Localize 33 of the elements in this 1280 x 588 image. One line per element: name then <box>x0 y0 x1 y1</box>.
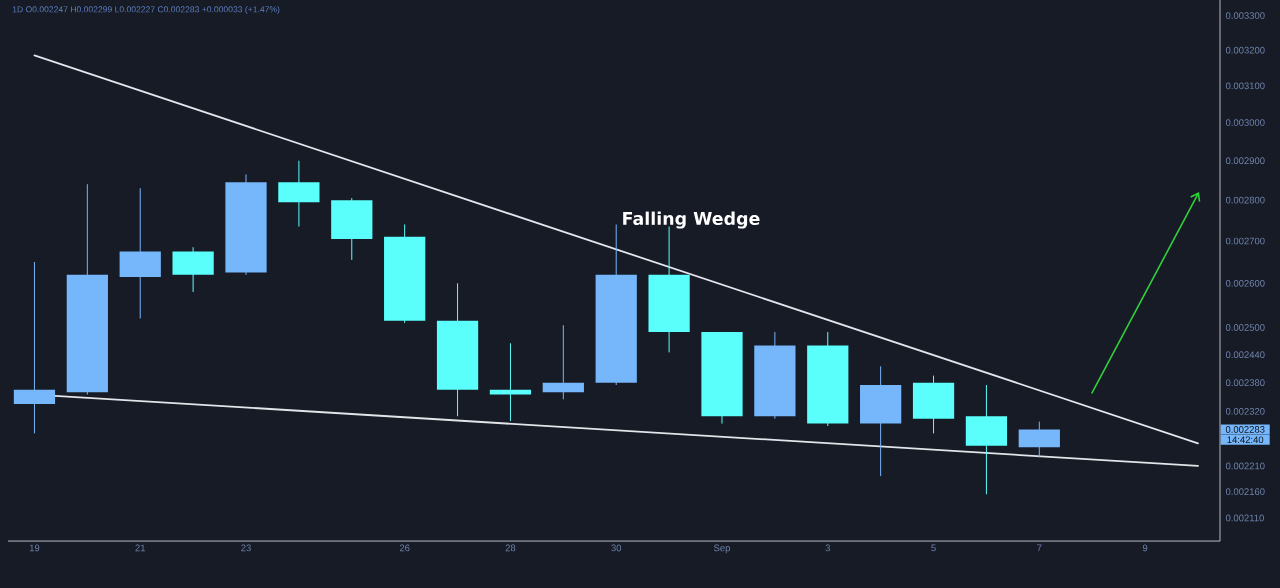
y-tick-label: 0.002700 <box>1225 237 1265 245</box>
y-tick-label: 0.002500 <box>1225 324 1265 331</box>
x-tick-label: 28 <box>505 544 516 552</box>
candlestick <box>13 261 56 434</box>
x-tick-label: 5 <box>931 544 936 552</box>
text: 0.002283 <box>1225 426 1265 433</box>
x-tick-label: 9 <box>1142 544 1148 552</box>
x-tick-label: 21 <box>135 544 146 552</box>
x-tick-label: 3 <box>825 544 830 552</box>
x-tick-label: 19 <box>29 544 40 552</box>
candlestick <box>542 324 584 400</box>
y-tick-label: 0.003000 <box>1225 119 1265 126</box>
y-tick-label: 0.003300 <box>1225 12 1265 19</box>
x-tick-label: Sep <box>714 544 731 554</box>
candlestick <box>489 342 532 422</box>
x-tick-label: 7 <box>1037 544 1042 552</box>
y-tick-label: 0.002600 <box>1225 280 1265 287</box>
y-tick-label: 0.002440 <box>1225 351 1265 359</box>
x-tick-label: 26 <box>399 544 410 552</box>
y-tick-label: 0.002900 <box>1225 157 1265 165</box>
text: 14:42:40 <box>1227 436 1264 444</box>
y-tick-label: 0.002320 <box>1225 408 1265 415</box>
y-tick-label: 0.002380 <box>1225 379 1265 387</box>
y-tick-label: 0.003100 <box>1225 82 1265 90</box>
y-tick-label: 0.002210 <box>1225 462 1265 470</box>
y-tick-label: 0.002160 <box>1225 488 1265 495</box>
x-tick-label: 23 <box>241 544 251 552</box>
annotation: Falling Wedge <box>623 211 760 229</box>
y-tick-label: 0.002800 <box>1225 196 1265 204</box>
y-tick-label: 0.002110 <box>1225 514 1264 522</box>
y-tick-label: 0.003200 <box>1225 46 1265 54</box>
x-tick-label: 30 <box>611 544 622 552</box>
annotation: 1D O0.002247 H0.002299 L0.002227 C0.002283 +0.000033 (+1.47%) <box>12 6 280 15</box>
